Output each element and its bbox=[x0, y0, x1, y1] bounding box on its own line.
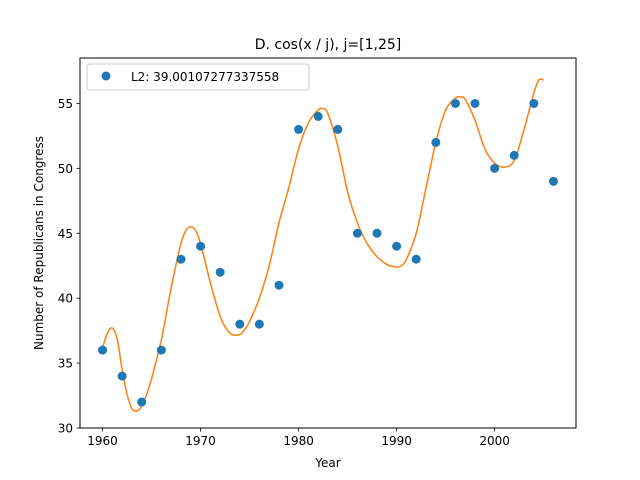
data-point bbox=[352, 228, 362, 238]
x-axis-ticks: 1960 1970 1980 1990 2000 bbox=[87, 428, 510, 448]
plot-area bbox=[80, 58, 576, 428]
data-point bbox=[372, 228, 382, 238]
data-point bbox=[196, 241, 206, 251]
data-point bbox=[156, 345, 166, 355]
y-tick-label: 55 bbox=[58, 97, 73, 111]
data-point bbox=[176, 254, 186, 264]
x-axis-label: Year bbox=[314, 456, 340, 470]
data-point bbox=[529, 98, 539, 108]
data-point bbox=[215, 267, 225, 277]
data-point bbox=[333, 124, 343, 134]
data-point bbox=[431, 137, 441, 147]
legend-box bbox=[86, 63, 310, 91]
data-point bbox=[274, 280, 284, 290]
legend: L2: 39.00107277337558 bbox=[86, 63, 310, 91]
data-point bbox=[254, 319, 264, 329]
y-tick-label: 40 bbox=[58, 292, 73, 306]
legend-label: L2: 39.00107277337558 bbox=[131, 70, 279, 84]
data-point bbox=[450, 98, 460, 108]
data-point bbox=[392, 241, 402, 251]
chart-title: D. cos(x / j), j=[1,25] bbox=[255, 37, 402, 53]
data-point bbox=[470, 98, 480, 108]
data-point bbox=[98, 345, 108, 355]
fit-curve bbox=[101, 78, 544, 413]
y-tick-label: 30 bbox=[58, 422, 73, 436]
y-axis-ticks: 30 35 40 45 50 55 bbox=[58, 97, 80, 436]
y-axis-label: Number of Republicans in Congress bbox=[32, 136, 46, 350]
x-tick-label: 1960 bbox=[87, 434, 118, 448]
data-point bbox=[235, 319, 245, 329]
data-point bbox=[137, 397, 147, 407]
y-tick-label: 35 bbox=[58, 357, 73, 371]
data-point bbox=[313, 111, 323, 121]
y-tick-label: 50 bbox=[58, 162, 73, 176]
data-point bbox=[411, 254, 421, 264]
x-tick-label: 1980 bbox=[283, 434, 314, 448]
x-tick-label: 1990 bbox=[381, 434, 412, 448]
x-tick-label: 2000 bbox=[479, 434, 510, 448]
y-tick-label: 45 bbox=[58, 227, 73, 241]
data-point bbox=[294, 124, 304, 134]
fit-curve-layer bbox=[101, 78, 544, 413]
plot-frame bbox=[79, 57, 577, 429]
data-point bbox=[490, 163, 500, 173]
scatter-points-layer bbox=[98, 98, 558, 407]
data-point bbox=[117, 371, 127, 381]
legend-marker bbox=[101, 71, 111, 81]
data-point bbox=[548, 176, 558, 186]
data-point bbox=[509, 150, 519, 160]
x-tick-label: 1970 bbox=[185, 434, 216, 448]
